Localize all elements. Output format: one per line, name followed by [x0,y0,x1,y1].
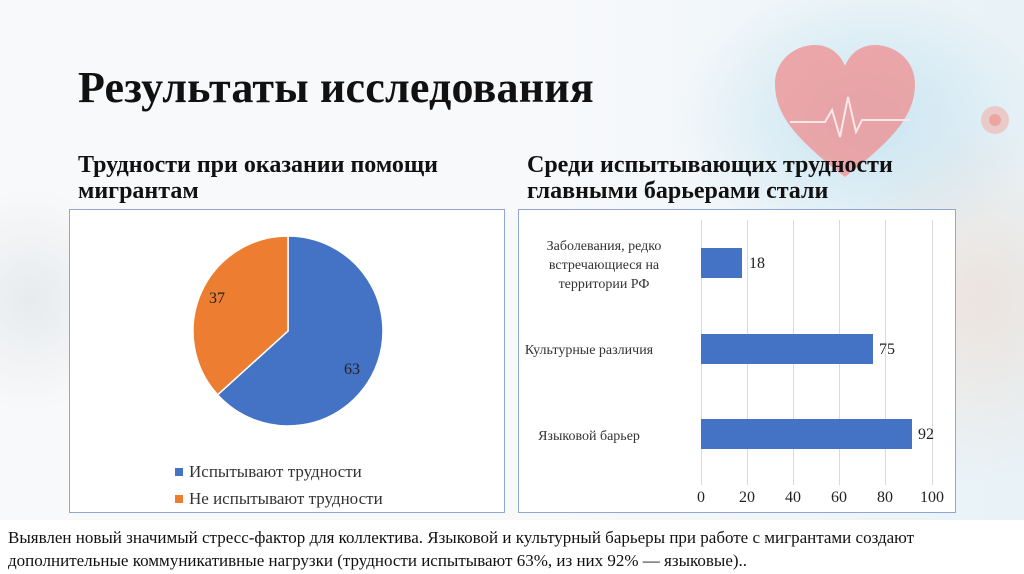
pie-label-difficulties: 63 [344,361,360,378]
legend-swatch-blue [175,467,183,476]
bar-chart-panel: Заболевания, редко встречающиеся на терр… [518,209,956,513]
x-tick: 20 [739,489,755,506]
gridline-80 [885,220,886,485]
bar-category-label: Заболевания, редко встречающиеся на терр… [546,239,662,292]
pie-chart [192,235,384,427]
footer-band: Выявлен новый значимый стресс-фактор для… [0,520,1024,574]
bar-diseases [701,248,742,278]
bar-value: 92 [918,426,934,443]
legend-item-no-difficulties: Не испытывают трудности [175,485,383,512]
legend-label: Не испытывают трудности [189,488,383,508]
footer-conclusion-text: Выявлен новый значимый стресс-фактор для… [8,528,915,570]
pie-legend: Испытывают трудности Не испытывают трудн… [175,458,383,512]
x-tick: 60 [831,489,847,506]
bar-category-label: Культурные различия [524,343,654,358]
bar-cultural [701,334,873,364]
slide-title: Результаты исследования [78,63,594,112]
x-tick: 40 [785,489,801,506]
x-tick: 80 [877,489,893,506]
pie-chart-subtitle: Трудности при оказании помощи мигрантам [78,152,438,204]
pie-label-no-difficulties: 37 [209,290,225,307]
legend-item-difficulties: Испытывают трудности [175,458,383,485]
bar-chart-subtitle: Среди испытывающих трудности главными ба… [527,152,893,204]
bar-category-label: Языковой барьер [538,429,640,444]
gridline-100 [932,220,933,485]
heart-illustration-icon [775,45,915,177]
legend-swatch-orange [175,494,183,503]
legend-label: Испытывают трудности [189,461,362,481]
bar-value: 18 [749,255,765,272]
bar-value: 75 [879,341,895,358]
pie-slice-difficulties [216,235,384,427]
bar-language [701,419,912,449]
x-tick: 0 [697,489,705,506]
flower-decoration-icon [981,106,1009,134]
pie-slice-no-difficulties [192,235,289,396]
x-tick: 100 [920,489,944,506]
pie-chart-panel: 37 63 Испытывают трудности Не испытывают… [69,209,505,513]
